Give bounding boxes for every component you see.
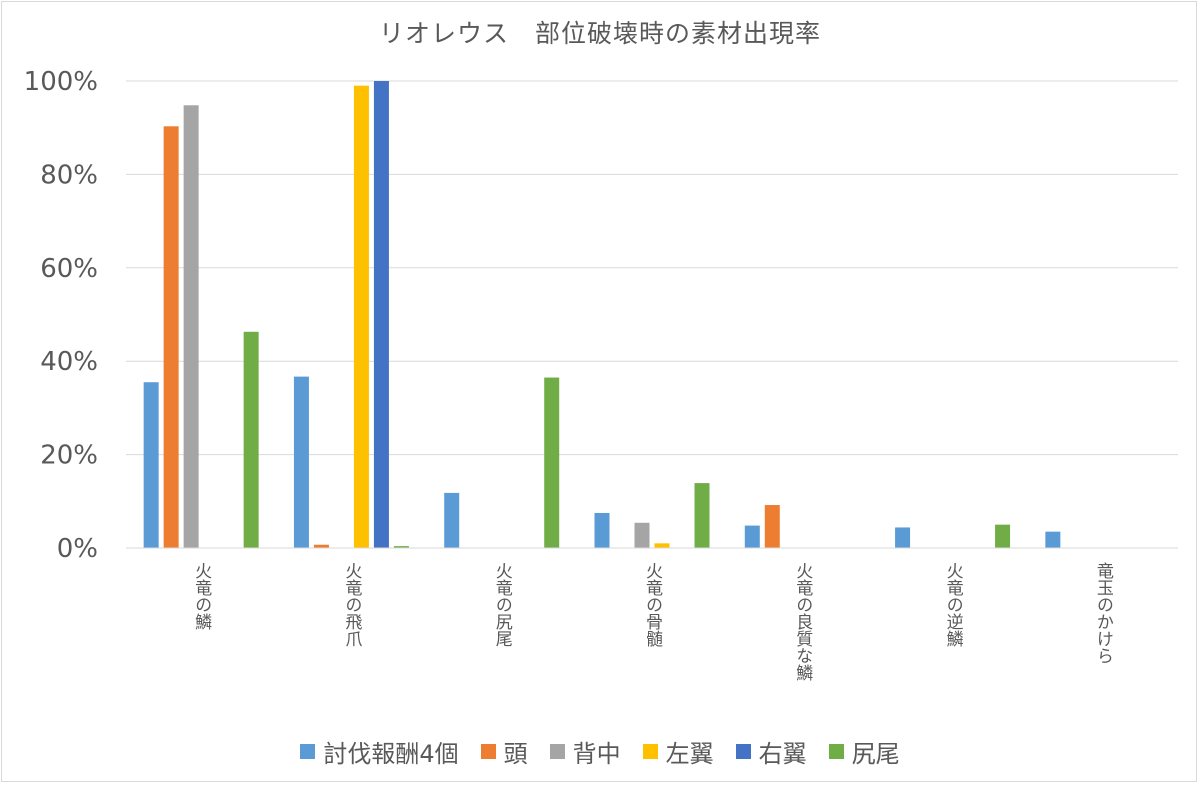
gridlines: [126, 80, 1178, 456]
bar-1-6: [243, 331, 259, 548]
bar-7-1: [1045, 531, 1061, 548]
y-tick-label: 40%: [40, 347, 98, 377]
x-tick-label: 竜玉のかけら: [1093, 562, 1114, 664]
y-tick-label: 20%: [40, 441, 98, 471]
legend-swatch: [828, 744, 844, 759]
bar-1-1: [143, 382, 159, 548]
legend-swatch: [480, 744, 496, 759]
bar-5-1: [744, 525, 760, 548]
y-tick-label: 80%: [40, 160, 98, 190]
x-axis-ticks: 火竜の鱗 火竜の飛爪 火竜の尻尾 火竜の骨髄 火竜の良質な鱗 火竜の逆鱗 竜玉のかけら: [191, 562, 1113, 681]
legend-item: 右翼: [735, 734, 807, 769]
x-tick-label: 火竜の飛爪: [341, 562, 362, 647]
bar-3-6: [544, 377, 560, 548]
legend-label: 尻尾: [851, 740, 900, 768]
x-tick-label: 火竜の逆鱗: [943, 562, 964, 647]
legend-item: 頭: [480, 734, 528, 769]
bar-4-6: [694, 483, 710, 548]
bar-1-3: [183, 105, 199, 548]
bar-4-4: [654, 543, 670, 548]
bars: [143, 81, 1061, 549]
bar-2-5: [373, 81, 389, 548]
y-tick-label: 60%: [40, 254, 98, 284]
x-tick-label: 火竜の鱗: [191, 562, 212, 630]
legend-item: 尻尾: [828, 734, 900, 769]
bar-5-2: [764, 505, 780, 548]
legend-swatch: [300, 744, 316, 759]
bar-2-4: [353, 85, 369, 549]
legend-label: 左翼: [665, 740, 714, 768]
bar-2-1: [293, 376, 309, 548]
legend-label: 背中: [572, 740, 621, 768]
legend-swatch: [642, 744, 658, 759]
bar-6-6: [995, 524, 1011, 548]
bar-2-6: [393, 546, 409, 548]
y-tick-label: 0%: [57, 534, 98, 564]
legend-swatch: [735, 744, 751, 759]
legend-item: 討伐報酬4個: [300, 734, 459, 769]
bar-4-1: [594, 512, 610, 548]
bar-1-2: [163, 126, 179, 548]
chart-title: リオレウス 部位破壊時の素材出現率: [378, 19, 821, 48]
legend-label: 頭: [503, 740, 528, 768]
legend-item: 背中: [549, 734, 621, 769]
legend-item: 左翼: [642, 734, 714, 769]
x-tick-label: 火竜の良質な鱗: [792, 562, 813, 681]
x-tick-label: 火竜の尻尾: [492, 562, 513, 647]
legend-swatch: [549, 744, 565, 759]
x-tick-label: 火竜の骨髄: [642, 562, 663, 647]
y-tick-label: 100%: [24, 67, 98, 97]
legend-label: 討伐報酬4個: [323, 740, 459, 768]
bar-4-3: [634, 522, 650, 548]
legend: 討伐報酬4個 頭 背中 左翼 右翼 尻尾: [0, 734, 1200, 769]
bar-6-1: [895, 527, 911, 548]
bar-3-1: [444, 492, 460, 548]
legend-label: 右翼: [758, 740, 807, 768]
bar-2-2: [313, 544, 329, 548]
y-axis-ticks: 0% 20% 40% 60% 80% 100%: [24, 67, 98, 564]
